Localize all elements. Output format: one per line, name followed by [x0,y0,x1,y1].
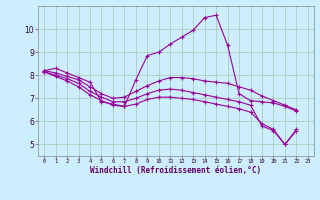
X-axis label: Windchill (Refroidissement éolien,°C): Windchill (Refroidissement éolien,°C) [91,166,261,175]
